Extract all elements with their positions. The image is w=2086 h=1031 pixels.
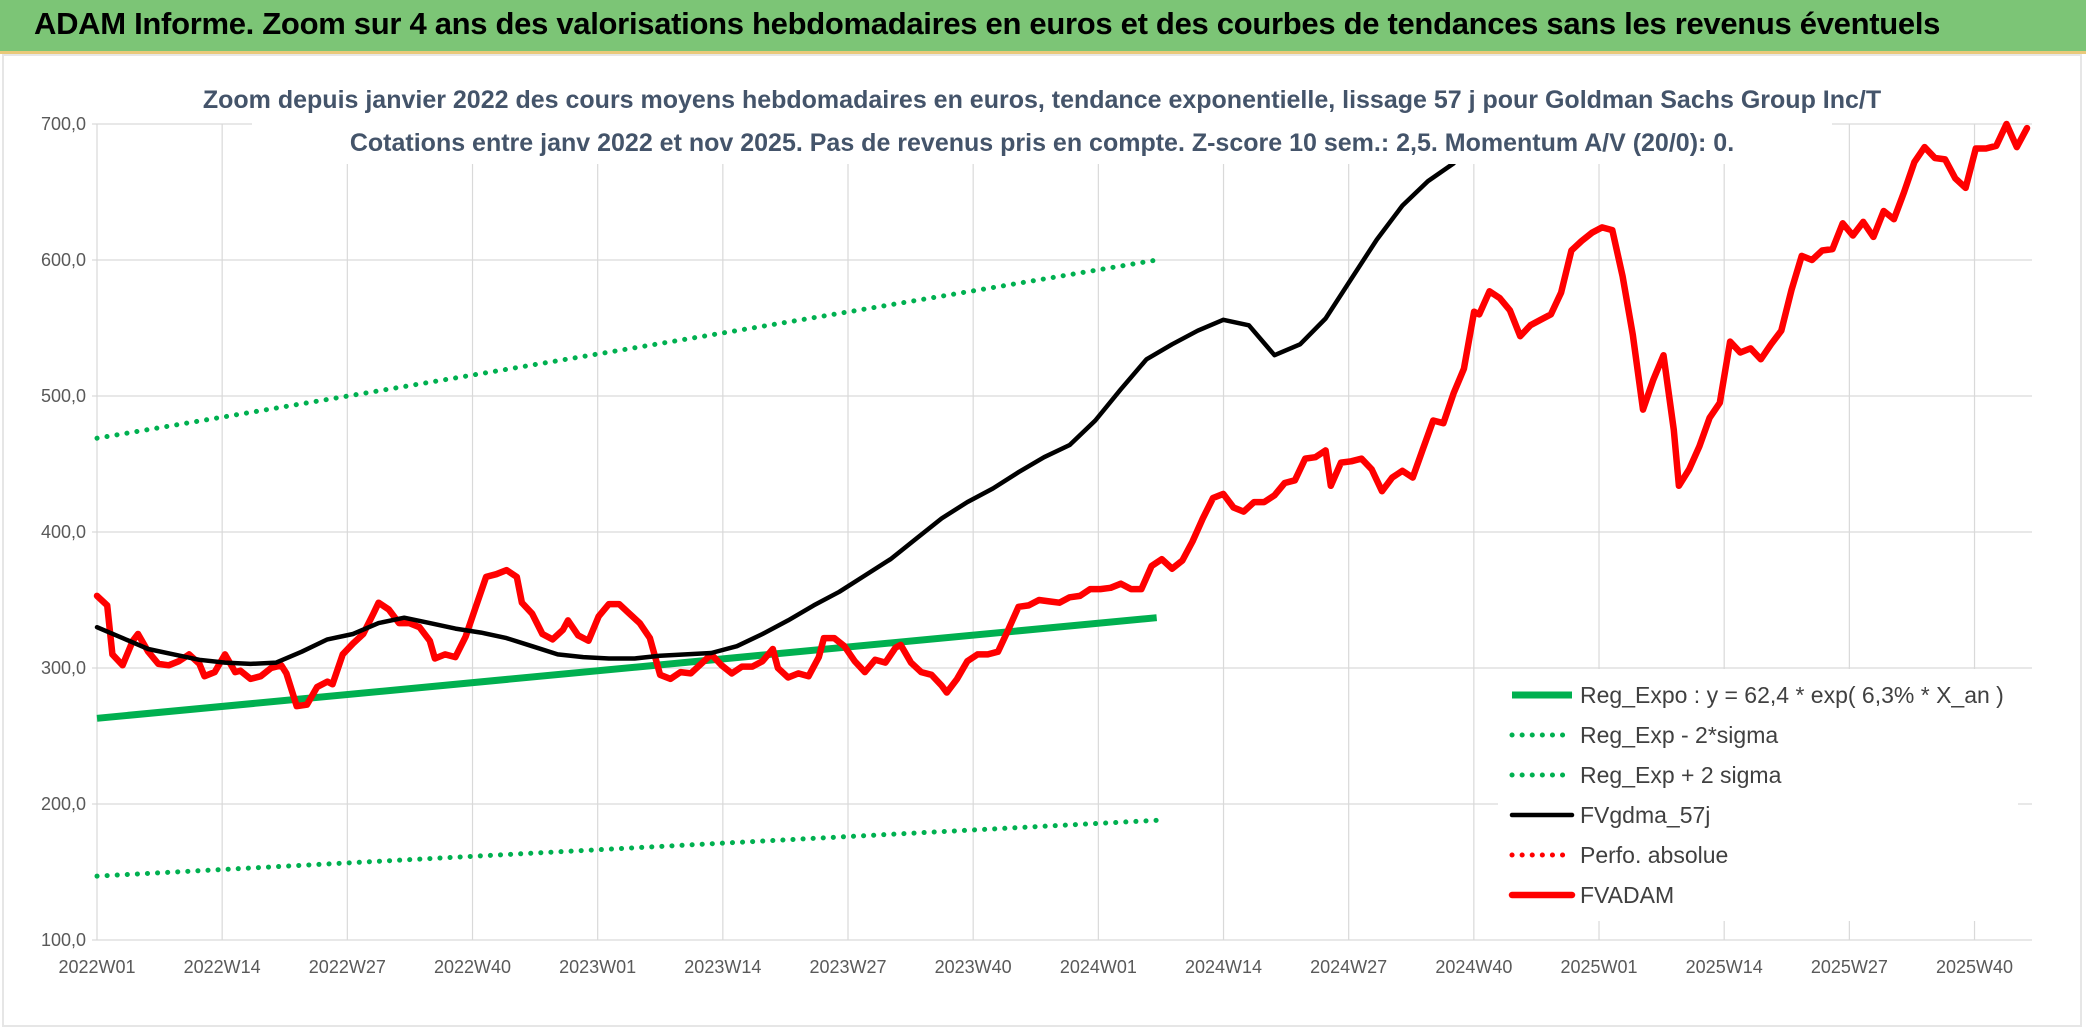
x-tick-label: 2024W14 <box>1185 957 1262 977</box>
x-tick-label: 2023W40 <box>935 957 1012 977</box>
x-tick-label: 2023W01 <box>559 957 636 977</box>
x-tick-label: 2025W40 <box>1936 957 2013 977</box>
subtitle-background <box>252 74 1832 164</box>
x-tick-label: 2023W27 <box>809 957 886 977</box>
chart-subtitle-2: Cotations entre janv 2022 et nov 2025. P… <box>350 129 1734 157</box>
series-line <box>93 120 2031 710</box>
y-axis-tick-labels: 100,0 200,0 300,0 400,0 500,0 600,0 700,0 <box>41 114 86 950</box>
x-tick-label: 2022W27 <box>309 957 386 977</box>
title-banner: ADAM Informe. Zoom sur 4 ans des valoris… <box>0 0 2086 54</box>
chart-frame <box>2 54 2082 1027</box>
x-tick-label: 2024W01 <box>1060 957 1137 977</box>
y-tick-label: 300,0 <box>41 658 86 678</box>
x-tick-label: 2024W27 <box>1310 957 1387 977</box>
legend-background <box>1498 669 2018 921</box>
y-tick-label: 600,0 <box>41 250 86 270</box>
x-tick-label: 2025W14 <box>1686 957 1763 977</box>
x-tick-label: 2025W27 <box>1811 957 1888 977</box>
y-tick-label: 400,0 <box>41 522 86 542</box>
x-tick-label: 2023W14 <box>684 957 761 977</box>
y-tick-label: 100,0 <box>41 930 86 950</box>
y-tick-label: 700,0 <box>41 114 86 134</box>
y-tick-label: 500,0 <box>41 386 86 406</box>
legend-label: FVADAM <box>1580 882 1674 908</box>
series-line <box>94 257 1160 441</box>
x-tick-label: 2024W40 <box>1435 957 1512 977</box>
x-tick-label: 2022W40 <box>434 957 511 977</box>
legend-label: Reg_Exp - 2*sigma <box>1580 722 1778 748</box>
x-tick-label: 2025W01 <box>1560 957 1637 977</box>
series-layer <box>93 120 2031 879</box>
series-line <box>94 817 1160 879</box>
x-tick-label: 2022W14 <box>184 957 261 977</box>
chart-subtitle-1: Zoom depuis janvier 2022 des cours moyen… <box>203 86 1881 114</box>
legend-label: Reg_Expo : y = 62,4 * exp( 6,3% * X_an ) <box>1580 682 2004 708</box>
legend-label: FVgdma_57j <box>1580 802 1710 828</box>
legend: Reg_Expo : y = 62,4 * exp( 6,3% * X_an )… <box>1498 669 2018 921</box>
banner-title: ADAM Informe. Zoom sur 4 ans des valoris… <box>34 6 1941 41</box>
y-tick-label: 200,0 <box>41 794 86 814</box>
series-line <box>94 151 1462 667</box>
legend-label: Perfo. absolue <box>1580 842 1728 868</box>
series-line <box>96 614 1158 722</box>
x-axis-tick-labels: 2022W01 2022W14 2022W27 2022W40 2023W01 2023W… <box>58 957 2013 977</box>
legend-label: Reg_Exp + 2 sigma <box>1580 762 1782 788</box>
x-tick-label: 2022W01 <box>58 957 135 977</box>
